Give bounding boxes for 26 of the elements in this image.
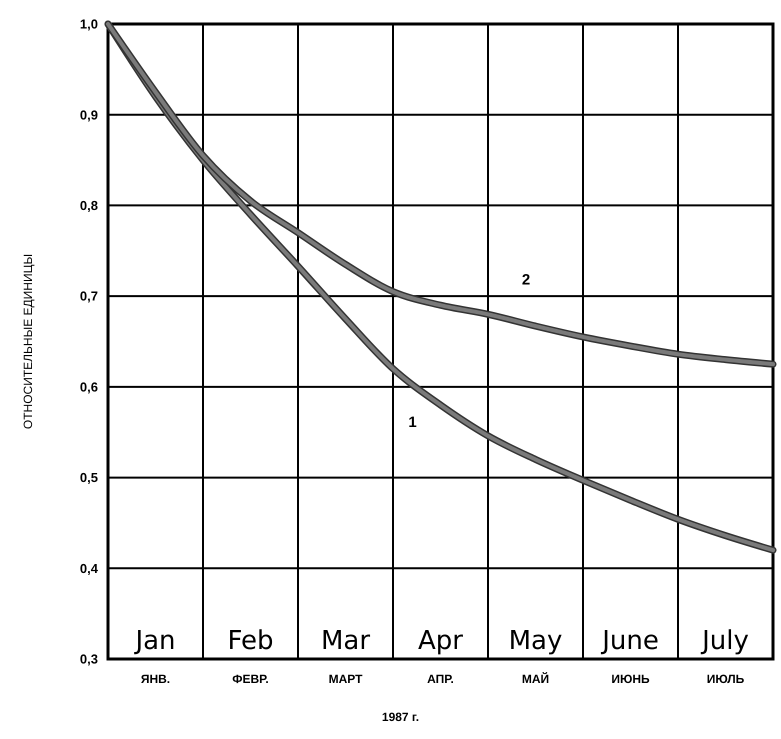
annotation: Jan [133,626,176,656]
x-tick-label: ИЮЛЬ [706,672,745,686]
annotation: Mar [320,626,370,656]
y-tick-label: 0,9 [80,107,98,122]
y-tick-label: 0,6 [80,379,98,394]
x-tick-label: ИЮНЬ [611,672,650,686]
y-tick-label: 0,7 [80,288,98,304]
y-tick-label: 0,5 [80,470,98,486]
x-tick-label: МАРТ [328,672,364,686]
x-tick-label: ФЕВР. [232,672,269,686]
annotation: June [600,626,659,656]
x-tick-label: АПР. [427,672,454,686]
series-label: 1 [408,414,417,431]
text: 2 [522,271,530,288]
y-tick-label: 1,0 [80,16,98,32]
annotation: May [508,626,562,656]
annotation: Feb [227,626,274,656]
x-tick-label: МАЙ [522,672,550,686]
y-tick-label: 0,4 [80,560,99,576]
y-axis-title: ОТНОСИТЕЛЬНЫЕ ЕДИНИЦЫ [21,254,35,430]
annotation: July [700,626,749,656]
annotation: Apr [418,626,464,656]
x-tick-label: ЯНВ. [140,672,170,686]
x-axis-title: 1987 г. [382,710,420,724]
y-tick-label: 0,8 [80,198,98,213]
y-tick-label: 0,3 [80,652,98,667]
